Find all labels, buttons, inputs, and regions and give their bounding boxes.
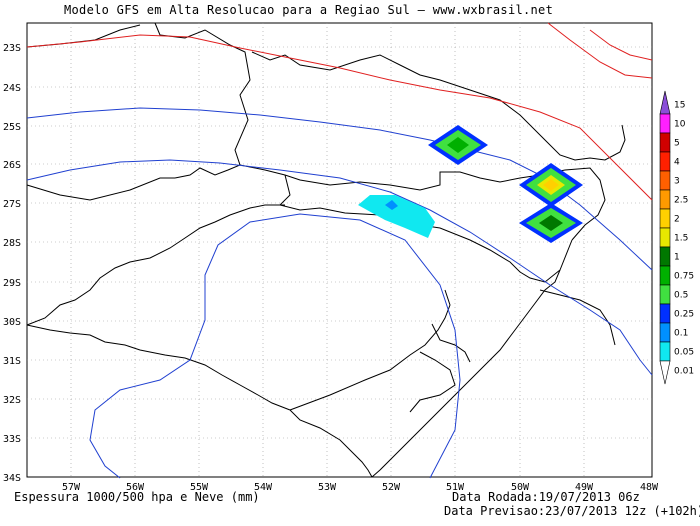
svg-text:50W: 50W xyxy=(511,482,530,493)
thickness-contours-cold xyxy=(26,107,653,479)
svg-text:31S: 31S xyxy=(3,356,21,367)
colorbar-label: 0.01 xyxy=(674,367,694,377)
colorbar-label: 0.75 xyxy=(674,272,694,282)
graticule xyxy=(27,23,652,477)
svg-text:26S: 26S xyxy=(3,160,21,171)
svg-text:25S: 25S xyxy=(3,122,21,133)
svg-text:27S: 27S xyxy=(3,199,21,210)
colorbar-label: 4 xyxy=(674,158,680,168)
snow-cell-2 xyxy=(519,163,583,207)
colorbar-label: 1.5 xyxy=(674,234,688,244)
colorbar-swatch xyxy=(659,170,671,191)
colorbar-label: 0.25 xyxy=(674,310,694,320)
colorbar-swatch xyxy=(659,246,671,267)
svg-text:53W: 53W xyxy=(318,482,337,493)
snow-cell-3 xyxy=(519,203,583,243)
svg-text:49W: 49W xyxy=(575,482,594,493)
colorbar-swatch xyxy=(659,151,671,172)
colorbar-swatch xyxy=(659,189,671,210)
snow-cell-1 xyxy=(428,125,488,165)
svg-text:32S: 32S xyxy=(3,395,21,406)
colorbar-label: 2 xyxy=(674,215,680,225)
svg-text:34S: 34S xyxy=(3,473,21,484)
svg-text:24S: 24S xyxy=(3,83,21,94)
colorbar-swatch xyxy=(659,303,671,324)
latitude-labels: 23S 24S 25S 26S 27S 28S 29S 30S 31S 32S … xyxy=(3,43,21,484)
svg-text:51W: 51W xyxy=(446,482,465,493)
snow-area-cyan xyxy=(358,195,435,238)
colorbar-swatch xyxy=(659,341,671,362)
svg-text:29S: 29S xyxy=(3,278,21,289)
svg-text:23S: 23S xyxy=(3,43,21,54)
svg-text:28S: 28S xyxy=(3,238,21,249)
footer-run-date: Data Rodada:19/07/2013 06z xyxy=(452,490,640,504)
colorbar-label: 1 xyxy=(674,253,680,263)
longitude-labels: 57W 56W 55W 54W 53W 52W 51W 50W 49W 48W xyxy=(62,482,659,493)
colorbar-swatch xyxy=(659,284,671,305)
svg-text:30S: 30S xyxy=(3,317,21,328)
colorbar-swatch xyxy=(659,360,671,385)
colorbar-label: 2.5 xyxy=(674,196,688,206)
colorbar-label: 15 xyxy=(674,101,685,111)
colorbar-swatch xyxy=(659,208,671,229)
colorbar-swatch xyxy=(659,265,671,286)
colorbar-swatch xyxy=(659,113,671,134)
colorbar-swatch xyxy=(659,227,671,248)
colorbar-label: 10 xyxy=(674,120,686,130)
colorbar-label: 0.1 xyxy=(674,329,688,339)
colorbar-label: 5 xyxy=(674,139,680,149)
colorbar-label: 0.05 xyxy=(674,348,694,358)
footer-variable-label: Espessura 1000/500 hpa e Neve (mm) xyxy=(14,490,260,504)
colorbar-legend: 15 10 5 4 3 2.5 2 1.5 1 0.75 0.5 0.25 0.1 0.05 0.01 xyxy=(659,90,694,385)
svg-text:33S: 33S xyxy=(3,434,21,445)
svg-text:54W: 54W xyxy=(254,482,273,493)
map-title: Modelo GFS em Alta Resolucao para a Regi… xyxy=(64,3,554,17)
colorbar-swatch xyxy=(659,90,671,115)
colorbar-label: 0.5 xyxy=(674,291,688,301)
svg-text:48W: 48W xyxy=(640,482,659,493)
colorbar-swatch xyxy=(659,132,671,153)
svg-text:52W: 52W xyxy=(382,482,401,493)
svg-text:56W: 56W xyxy=(126,482,145,493)
colorbar-label: 3 xyxy=(674,177,680,187)
plot-frame xyxy=(26,22,653,478)
svg-text:57W: 57W xyxy=(62,482,81,493)
colorbar-swatch xyxy=(659,322,671,343)
footer-forecast-date: Data Previsao:23/07/2013 12z (+102h) xyxy=(444,504,700,518)
thickness-contours-warm xyxy=(26,22,653,201)
svg-text:55W: 55W xyxy=(190,482,209,493)
